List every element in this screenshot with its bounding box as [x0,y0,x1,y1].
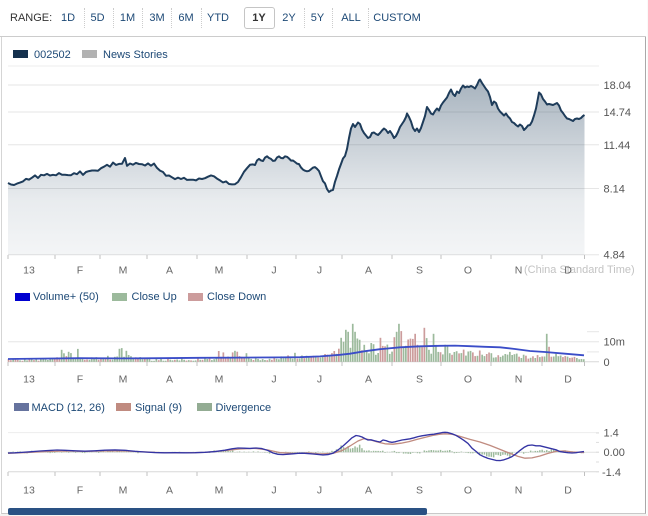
svg-text:A: A [365,374,372,386]
svg-text:-1.4: -1.4 [602,467,621,479]
svg-text:13: 13 [23,374,35,386]
svg-text:D: D [564,485,572,497]
svg-text:0.00: 0.00 [604,447,625,459]
svg-text:A: A [365,485,372,497]
svg-text:M: M [119,265,128,277]
svg-text:O: O [464,265,472,277]
svg-text:F: F [77,374,83,386]
svg-text:A: A [166,265,173,277]
svg-text:O: O [464,374,472,386]
svg-text:J: J [317,265,322,277]
svg-text:S: S [416,485,423,497]
svg-text:13: 13 [23,485,35,497]
svg-text:13: 13 [23,265,35,277]
svg-text:J: J [271,374,276,386]
svg-text:O: O [464,485,472,497]
svg-text:J: J [271,265,276,277]
svg-text:J: J [317,374,322,386]
svg-text:N: N [515,485,523,497]
svg-text:14.74: 14.74 [604,107,632,119]
svg-text:F: F [77,485,83,497]
svg-text:D: D [564,265,572,277]
svg-text:S: S [416,265,423,277]
svg-text:11.44: 11.44 [604,140,631,152]
svg-text:M: M [119,485,128,497]
svg-text:4.84: 4.84 [604,250,625,262]
svg-text:8.14: 8.14 [604,184,625,196]
svg-text:J: J [317,485,322,497]
svg-text:18.04: 18.04 [604,80,632,92]
svg-text:N: N [515,265,523,277]
svg-text:S: S [416,374,423,386]
svg-text:A: A [365,265,372,277]
svg-text:N: N [515,374,523,386]
svg-text:M: M [215,485,224,497]
svg-text:M: M [215,265,224,277]
svg-text:0: 0 [604,357,610,369]
svg-text:J: J [271,485,276,497]
svg-text:A: A [166,374,173,386]
svg-text:M: M [119,374,128,386]
svg-text:D: D [564,374,572,386]
svg-text:10m: 10m [604,337,625,349]
svg-text:1.4: 1.4 [604,428,619,440]
svg-text:A: A [166,485,173,497]
svg-text:F: F [77,265,83,277]
svg-text:M: M [215,374,224,386]
